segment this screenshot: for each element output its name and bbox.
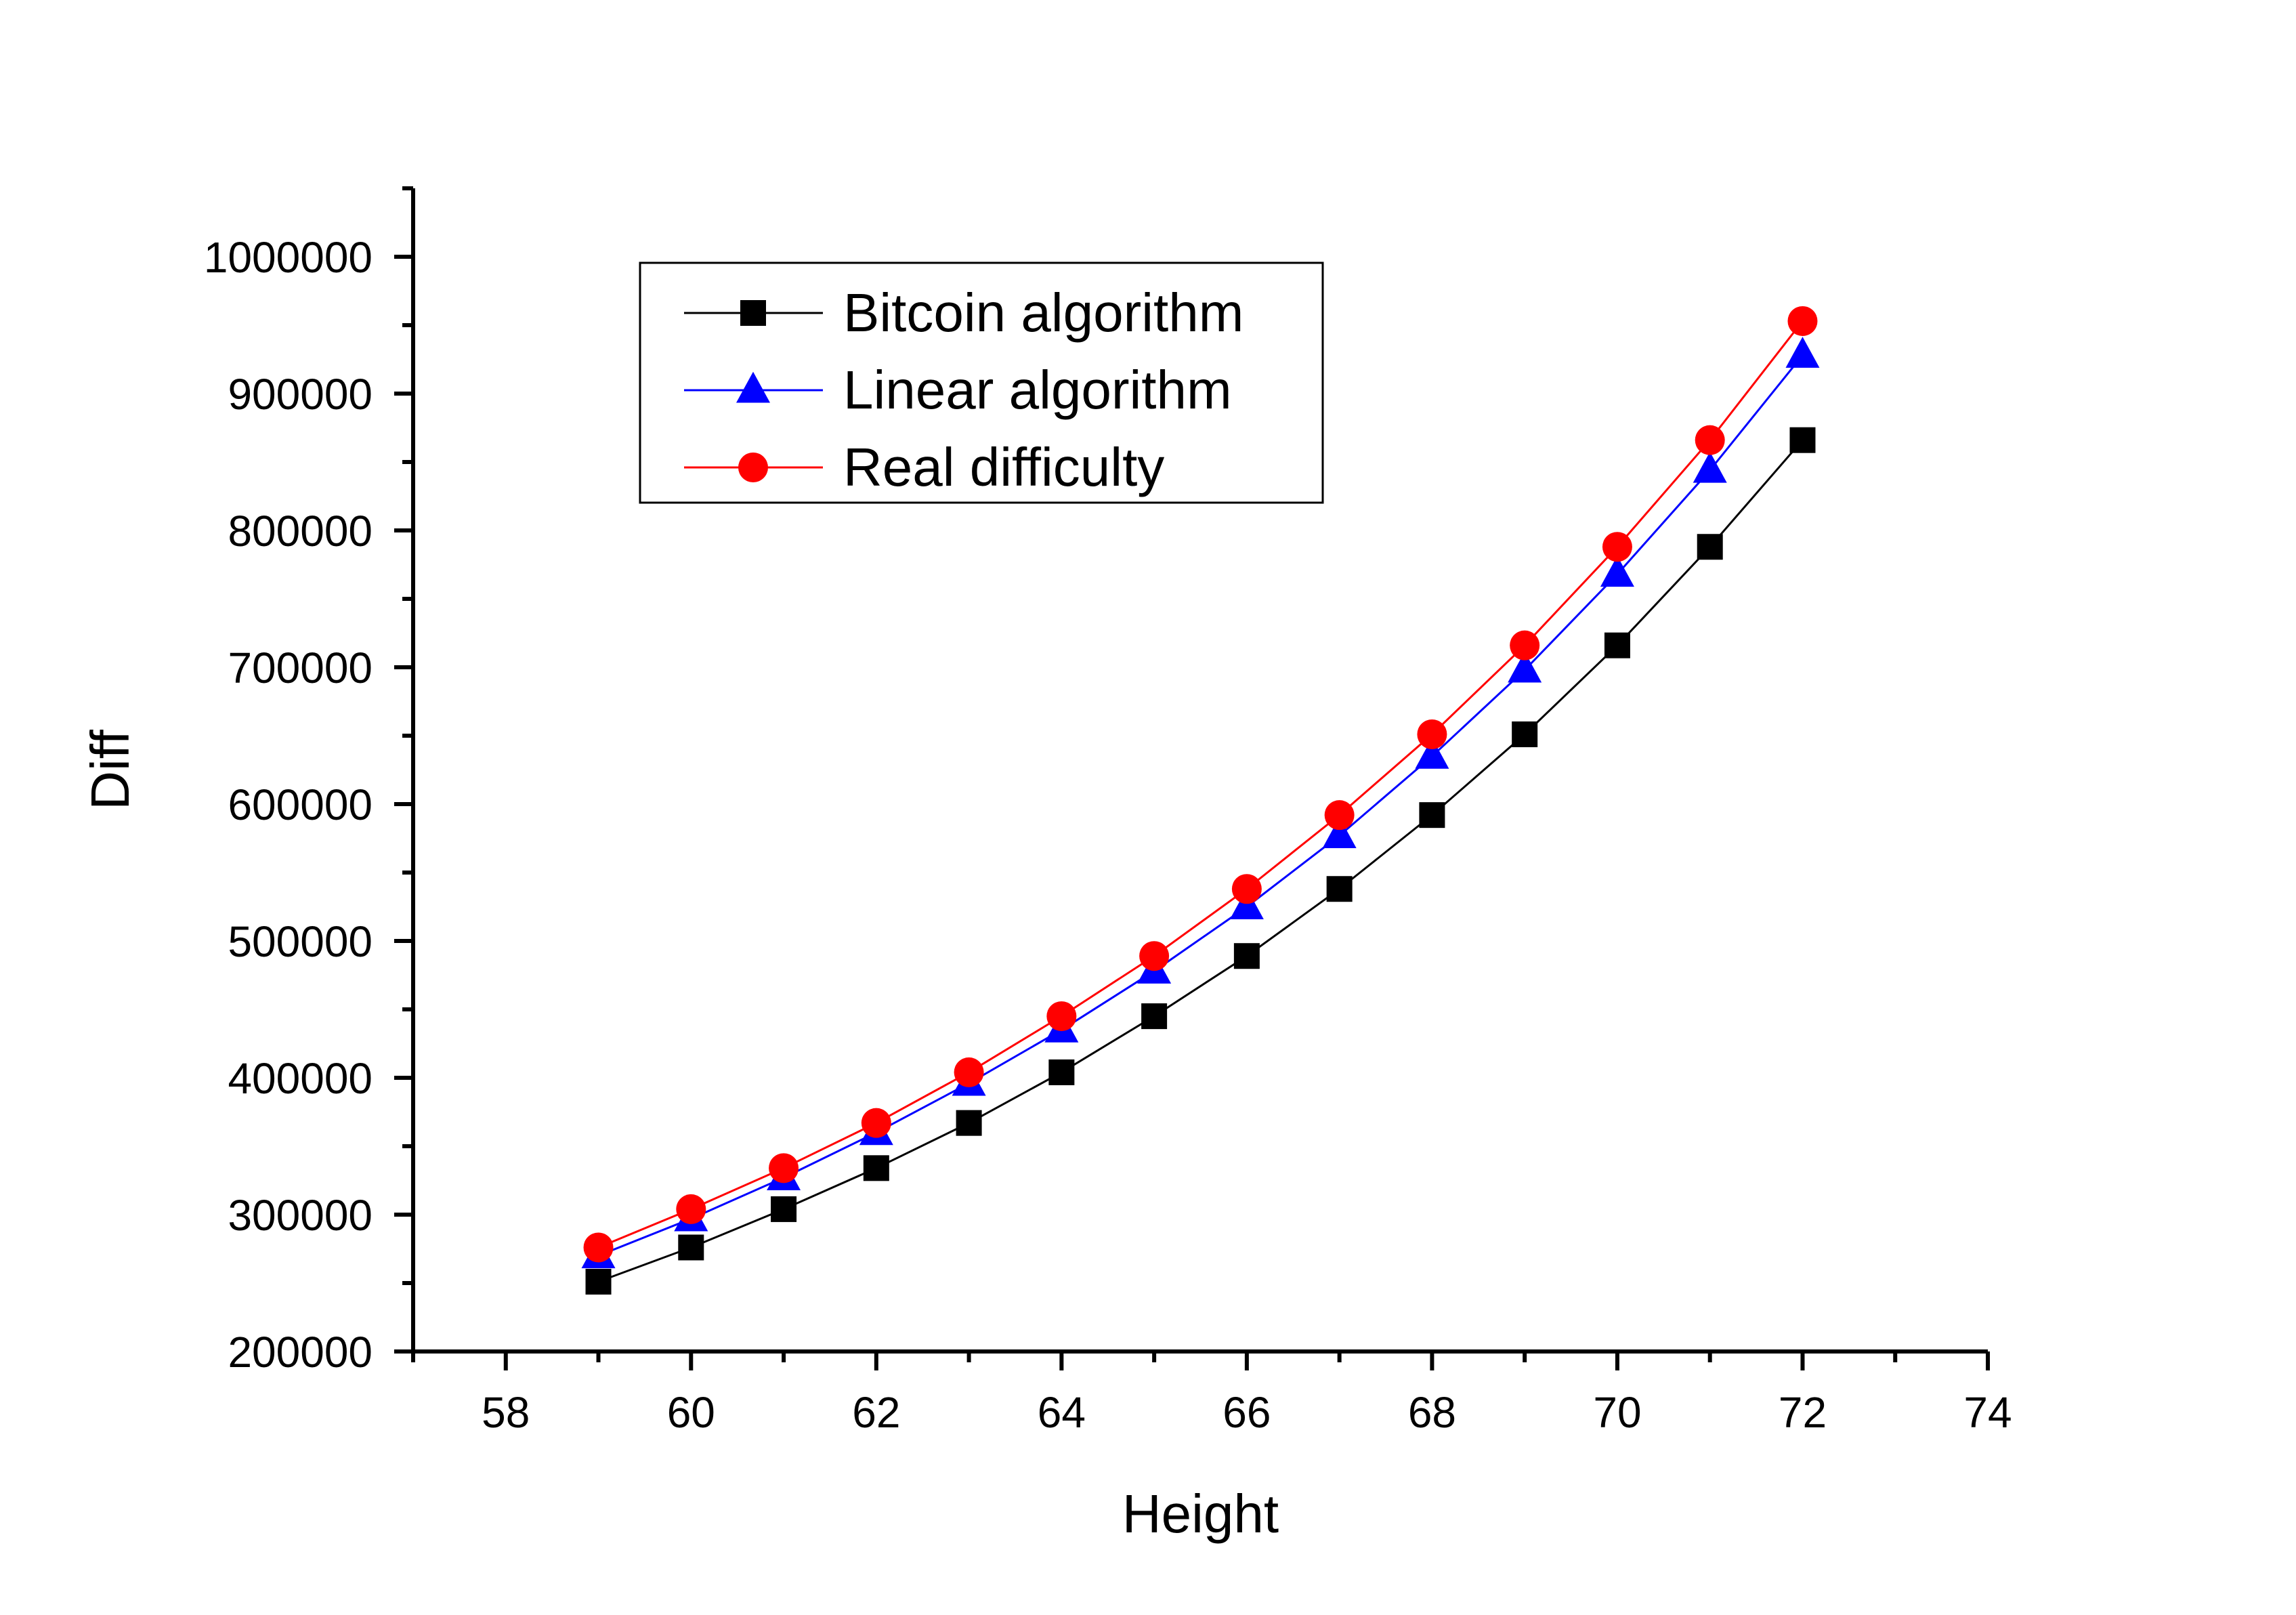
data-point [956,1110,982,1136]
legend-item: Real difficulty [684,437,1164,497]
data-point [1048,1059,1075,1085]
y-tick-label: 500000 [228,917,373,966]
data-point [1602,532,1632,562]
data-point [1141,1003,1168,1030]
series-layer [581,306,1820,1295]
series-line [597,320,1804,1249]
x-axis-title: Height [1122,1484,1279,1544]
y-tick-label: 800000 [228,507,373,555]
data-point [583,1232,614,1263]
data-point [1697,534,1723,560]
y-tick-label: 200000 [228,1328,373,1377]
data-point [1510,630,1540,660]
x-tick-label: 60 [667,1388,715,1437]
y-tick-label: 700000 [228,644,373,692]
y-tick-label: 600000 [228,780,373,829]
y-tick-label: 1000000 [204,233,373,282]
data-point [1512,721,1538,747]
legend-item: Linear algorithm [684,360,1232,420]
data-point [861,1108,891,1138]
y-tick-label: 900000 [228,370,373,419]
y-tick-label: 400000 [228,1054,373,1103]
data-point [1324,800,1355,831]
data-point [1326,876,1353,902]
data-point [678,1234,704,1261]
data-point [1604,632,1630,658]
series-bitcoin-algorithm [585,427,1816,1295]
x-tick-label: 70 [1593,1388,1641,1437]
x-tick-label: 62 [852,1388,900,1437]
x-tick-label: 64 [1038,1388,1086,1437]
data-point [1693,451,1727,483]
legend-marker [738,453,768,482]
legend-label: Real difficulty [843,437,1164,497]
legend: Bitcoin algorithm Linear algorithm Real di… [639,261,1324,504]
y-axis-title: Diff [80,729,140,810]
data-point [1233,943,1260,969]
data-point [769,1153,799,1183]
data-point [585,1268,612,1295]
y-tick-label: 300000 [228,1191,373,1240]
data-point [1695,425,1725,455]
legend-marker [740,300,766,326]
legend-marker [736,371,770,403]
legend-item: Bitcoin algorithm [684,282,1243,343]
data-point [1785,337,1820,368]
data-point [954,1057,984,1087]
data-point [1600,555,1634,587]
series-line [597,354,1804,1257]
data-point [1419,802,1445,829]
data-point [1046,1001,1077,1032]
data-point [1231,874,1262,904]
data-point [863,1155,889,1181]
legend-label: Bitcoin algorithm [843,282,1243,343]
legend-label: Linear algorithm [843,360,1232,420]
data-point [1415,738,1449,769]
data-point [1787,306,1818,336]
x-tick-label: 66 [1223,1388,1271,1437]
data-point [676,1194,706,1224]
data-point [1139,941,1170,971]
data-point [771,1196,797,1222]
axes: 58 60 62 64 66 68 70 72 74 200000 300000 400000 5000… [204,186,2012,1437]
data-point [1322,817,1357,848]
data-point [1789,427,1816,453]
x-tick-label: 72 [1779,1388,1827,1437]
data-point [1508,651,1542,683]
x-tick-label: 68 [1408,1388,1456,1437]
series-real-difficulty [583,306,1818,1263]
x-tick-label: 74 [1963,1388,2012,1437]
data-point [1417,719,1447,749]
series-line [598,439,1804,1283]
x-tick-label: 58 [482,1388,530,1437]
